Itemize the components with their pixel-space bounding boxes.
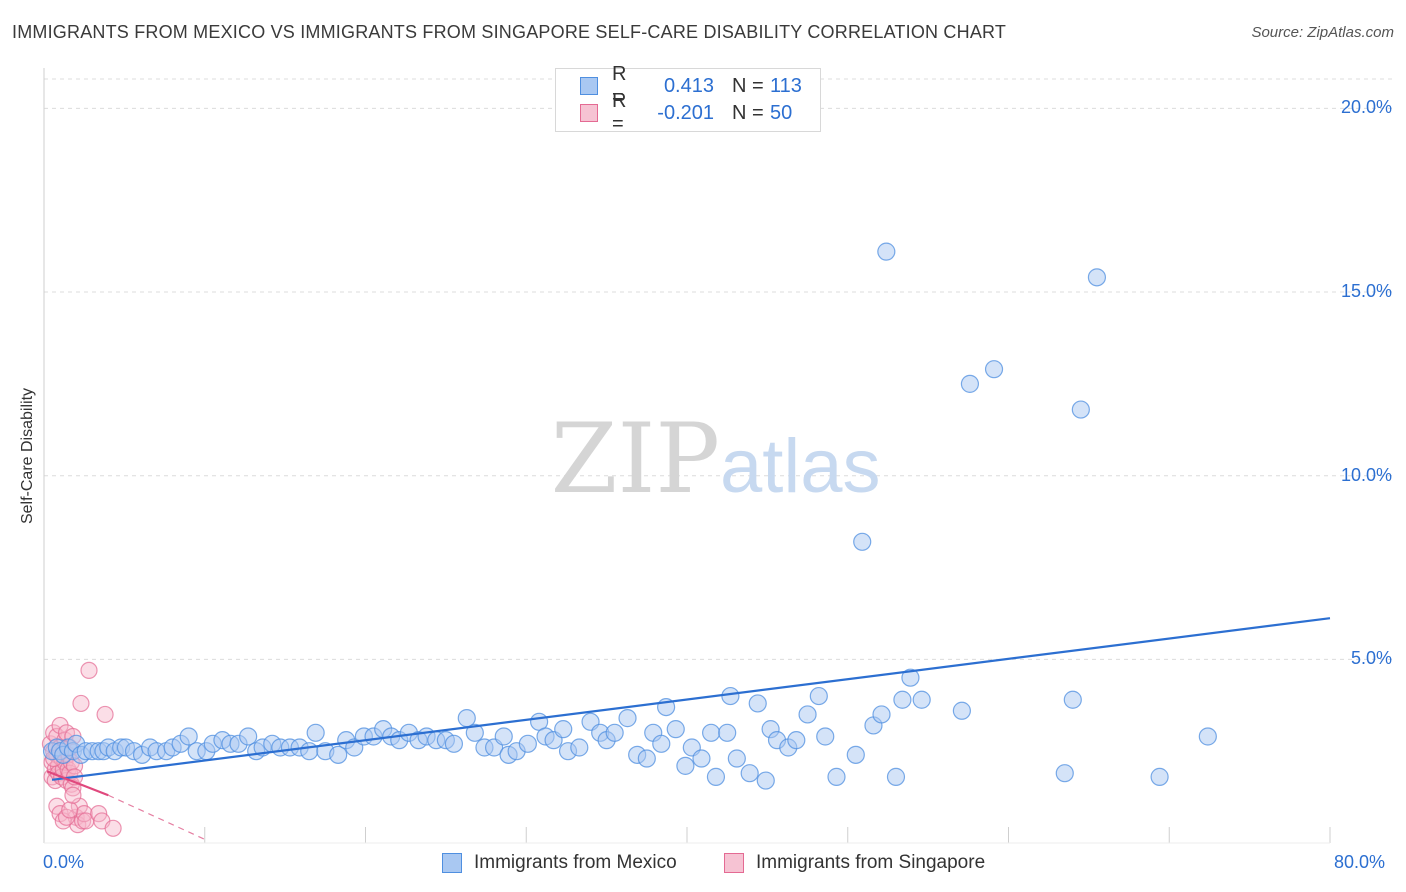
watermark-zip: ZIP <box>551 403 720 515</box>
mexico-point <box>300 742 319 761</box>
y-tick-label-1: 10.0% <box>1340 464 1392 485</box>
y-tick-label-0: 5.0% <box>1350 648 1392 669</box>
bottom-legend-singapore-swatch <box>724 853 744 873</box>
mexico-point <box>1055 764 1074 783</box>
singapore-point <box>61 801 79 819</box>
singapore-point <box>72 694 90 713</box>
x-tick-left: 0.0% <box>43 852 85 872</box>
mexico-point <box>886 767 906 786</box>
mexico-point <box>676 756 695 775</box>
source-label: Source: ZipAtlas.com <box>1251 24 1394 41</box>
mexico-point <box>1198 727 1217 746</box>
mexico-point <box>465 723 484 742</box>
legend-row-singapore: R = -0.201 N = 50 <box>580 90 793 135</box>
mexico-point <box>605 723 624 742</box>
singapore-r-label: R = <box>612 90 627 135</box>
mexico-point <box>239 727 258 746</box>
legend-box: R = 0.413 N = 113 R = -0.201 N = 50 <box>555 63 821 135</box>
mexico-point <box>618 709 637 728</box>
singapore-swatch <box>580 104 598 122</box>
bottom-legend-singapore: Immigrants from Singapore <box>724 852 985 874</box>
mexico-point <box>912 690 931 709</box>
mexico-point <box>637 749 656 768</box>
mexico-point <box>702 723 721 742</box>
mexico-point <box>740 764 759 783</box>
mexico-point <box>554 720 573 739</box>
mexico-point <box>721 686 740 706</box>
mexico-point <box>960 374 980 393</box>
singapore-trend-line <box>46 770 109 797</box>
mexico-point <box>893 690 912 709</box>
mexico-point <box>179 727 198 746</box>
mexico-point <box>787 731 806 750</box>
singapore-trend-extension <box>108 794 205 840</box>
mexico-point <box>816 727 835 746</box>
mexico-point <box>652 734 671 753</box>
legend-row-mexico: R = 0.413 N = 113 <box>580 63 802 108</box>
singapore-point <box>80 661 98 679</box>
y-tick-label-3: 20.0% <box>1340 97 1392 118</box>
mexico-point <box>306 723 325 742</box>
mexico-point <box>984 360 1004 379</box>
singapore-point <box>104 819 122 837</box>
mexico-trend-line <box>51 617 1331 781</box>
mexico-point <box>706 767 726 786</box>
mexico-points <box>42 242 1217 790</box>
trend-lines <box>46 617 1331 840</box>
mexico-point <box>901 668 920 687</box>
mexico-point <box>846 745 865 764</box>
grid-lines <box>44 78 1395 660</box>
singapore-n-label: N = <box>732 101 764 124</box>
watermark-atlas: atlas <box>720 424 881 509</box>
mexico-point <box>1071 400 1090 419</box>
mexico-point <box>1087 268 1107 287</box>
bottom-legend-singapore-label: Immigrants from Singapore <box>756 852 986 873</box>
mexico-point <box>1150 767 1169 786</box>
mexico-point <box>727 749 746 768</box>
mexico-r-value: 0.413 <box>663 74 714 97</box>
mexico-point <box>952 701 971 720</box>
mexico-point <box>877 242 896 261</box>
singapore-n-value: 50 <box>770 101 793 124</box>
mexico-swatch <box>580 77 598 95</box>
mexico-n-label: N = <box>732 74 764 97</box>
mexico-point <box>748 694 767 713</box>
mexico-point <box>494 727 513 746</box>
mexico-point <box>518 734 537 753</box>
mexico-point <box>329 745 348 764</box>
bottom-legend-mexico: Immigrants from Mexico <box>442 852 677 874</box>
chart-title: IMMIGRANTS FROM MEXICO VS IMMIGRANTS FRO… <box>12 22 1007 42</box>
mexico-point <box>872 705 891 724</box>
singapore-point <box>96 705 114 724</box>
mexico-r-label: R = <box>612 63 627 108</box>
mexico-point <box>798 705 817 724</box>
axes <box>43 68 1331 844</box>
mexico-point <box>756 771 775 790</box>
y-tick-label-2: 15.0% <box>1340 281 1392 302</box>
bottom-legend-mexico-swatch <box>442 853 462 873</box>
mexico-point <box>570 738 589 757</box>
mexico-point <box>718 723 737 742</box>
mexico-point <box>1063 690 1082 709</box>
mexico-point <box>666 720 685 739</box>
mexico-point <box>827 767 846 786</box>
mexico-point <box>853 532 872 551</box>
mexico-point <box>809 686 828 706</box>
x-tick-right: 80.0% <box>1334 852 1386 872</box>
mexico-point <box>692 749 711 768</box>
singapore-point <box>64 786 82 804</box>
mexico-point <box>444 734 464 753</box>
bottom-legend-mexico-label: Immigrants from Mexico <box>474 852 677 873</box>
singapore-r-value: -0.201 <box>657 101 714 124</box>
mexico-n-value: 113 <box>770 74 802 97</box>
